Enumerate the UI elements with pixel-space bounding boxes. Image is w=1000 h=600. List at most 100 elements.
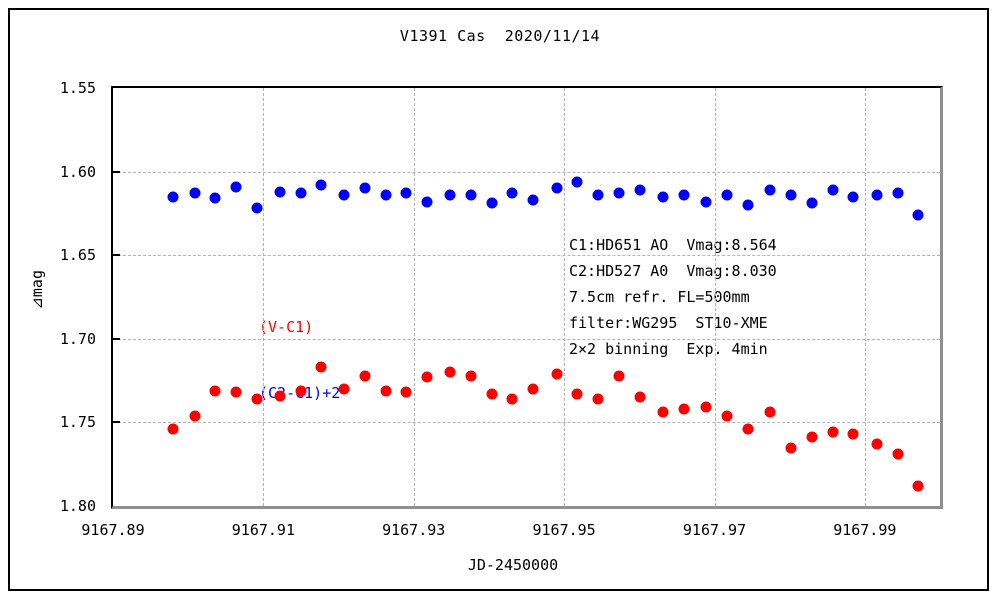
x-tick-label: 9167.97	[682, 521, 747, 539]
data-point-c2-c1	[764, 184, 776, 196]
x-tick-label: 9167.89	[81, 521, 145, 539]
plot-area: (V-C1) (C2-C1)+2 C1:HD651 AO Vmag:8.564C…	[111, 86, 943, 509]
x-gridline	[864, 88, 866, 506]
data-point-v-c1	[827, 426, 839, 438]
annotation-line: 7.5cm refr. FL=500mm	[569, 288, 750, 306]
data-point-v-c1	[912, 480, 924, 492]
annotation-block: C1:HD651 AO Vmag:8.564 C2:HD527 A0 Vmag:8…	[569, 232, 777, 362]
data-point-v-c1	[742, 423, 754, 435]
data-point-v-c1	[295, 385, 307, 397]
data-point-c2-c1	[189, 187, 201, 199]
data-point-v-c1	[486, 388, 498, 400]
data-point-v-c1	[892, 448, 904, 460]
y-tick-label: 1.60	[59, 162, 96, 181]
data-point-c2-c1	[315, 179, 327, 191]
y-tick-mark	[113, 170, 120, 173]
data-point-v-c1	[465, 370, 477, 382]
data-point-v-c1	[764, 406, 776, 418]
data-point-v-c1	[251, 393, 263, 405]
data-point-c2-c1	[338, 189, 350, 201]
data-point-v-c1	[527, 383, 539, 395]
y-gridline	[113, 422, 940, 424]
data-point-c2-c1	[486, 197, 498, 209]
data-point-c2-c1	[444, 189, 456, 201]
data-point-c2-c1	[678, 189, 690, 201]
x-gridline	[263, 88, 265, 506]
data-point-c2-c1	[700, 196, 712, 208]
data-point-v-c1	[506, 393, 518, 405]
data-point-v-c1	[871, 438, 883, 450]
data-point-c2-c1	[527, 194, 539, 206]
data-point-c2-c1	[871, 189, 883, 201]
data-point-c2-c1	[613, 187, 625, 199]
data-point-v-c1	[380, 385, 392, 397]
data-point-c2-c1	[657, 191, 669, 203]
data-point-v-c1	[634, 391, 646, 403]
data-point-c2-c1	[251, 202, 263, 214]
data-point-v-c1	[400, 386, 412, 398]
y-gridline	[113, 255, 940, 257]
data-point-v-c1	[678, 403, 690, 415]
annotation-line: filter:WG295 ST10-XME	[569, 314, 768, 332]
data-point-c2-c1	[592, 189, 604, 201]
data-point-v-c1	[167, 423, 179, 435]
legend-item-v-c1: (V-C1)	[259, 318, 314, 336]
y-tick-label: 1.70	[59, 329, 96, 348]
annotation-line: C2:HD527 A0 Vmag:8.030	[569, 262, 777, 280]
annotation-line: 2×2 binning Exp. 4min	[569, 340, 768, 358]
data-point-c2-c1	[167, 191, 179, 203]
data-point-c2-c1	[634, 184, 646, 196]
data-point-v-c1	[338, 383, 350, 395]
data-point-v-c1	[209, 385, 221, 397]
x-axis-label: JD-2450000	[467, 556, 559, 574]
data-point-c2-c1	[806, 197, 818, 209]
data-point-v-c1	[551, 368, 563, 380]
data-point-c2-c1	[571, 176, 583, 188]
data-point-c2-c1	[380, 189, 392, 201]
y-axis-label: ⊿mag	[28, 270, 46, 310]
data-point-c2-c1	[274, 186, 286, 198]
annotation-line: C1:HD651 AO Vmag:8.564	[569, 236, 777, 254]
data-point-c2-c1	[209, 192, 221, 204]
y-gridline	[113, 171, 940, 173]
data-point-c2-c1	[421, 196, 433, 208]
data-point-c2-c1	[912, 209, 924, 221]
data-point-c2-c1	[721, 189, 733, 201]
y-tick-label: 1.80	[59, 497, 96, 515]
x-tick-label: 9167.93	[382, 521, 446, 539]
data-point-v-c1	[806, 431, 818, 443]
x-tick-label: 9167.95	[532, 521, 596, 539]
y-tick-mark	[113, 337, 120, 340]
data-point-c2-c1	[785, 189, 797, 201]
data-point-c2-c1	[465, 189, 477, 201]
data-point-v-c1	[315, 361, 327, 373]
x-gridline	[714, 88, 716, 506]
data-point-c2-c1	[506, 187, 518, 199]
data-point-c2-c1	[847, 191, 859, 203]
data-point-v-c1	[613, 370, 625, 382]
chart-title: V1391 Cas 2020/11/14	[399, 27, 601, 45]
x-tick-label: 9167.99	[833, 521, 897, 539]
data-point-c2-c1	[295, 187, 307, 199]
data-point-v-c1	[847, 428, 859, 440]
y-tick-mark	[113, 254, 120, 257]
y-tick-label: 1.55	[59, 79, 96, 97]
data-point-v-c1	[700, 401, 712, 413]
data-point-c2-c1	[400, 187, 412, 199]
data-point-v-c1	[657, 406, 669, 418]
y-tick-label: 1.65	[59, 246, 96, 265]
data-point-v-c1	[721, 410, 733, 422]
data-point-c2-c1	[827, 184, 839, 196]
data-point-v-c1	[785, 442, 797, 453]
data-point-c2-c1	[551, 182, 563, 194]
x-gridline	[413, 88, 415, 506]
y-tick-mark	[113, 421, 120, 424]
data-point-c2-c1	[230, 181, 242, 193]
data-point-c2-c1	[359, 182, 371, 194]
data-point-v-c1	[571, 388, 583, 400]
data-point-v-c1	[189, 410, 201, 422]
y-gridline	[113, 338, 940, 340]
data-point-v-c1	[592, 393, 604, 405]
data-point-c2-c1	[742, 199, 754, 211]
